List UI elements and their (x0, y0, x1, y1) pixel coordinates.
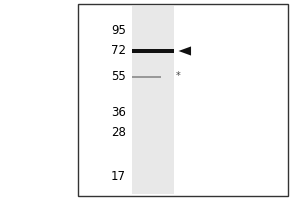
Text: 17: 17 (111, 170, 126, 184)
Text: 95: 95 (111, 24, 126, 38)
Text: 72: 72 (111, 45, 126, 58)
Bar (78, 4, 288, 196)
Text: *: * (176, 71, 180, 81)
Polygon shape (178, 46, 191, 56)
Text: 28: 28 (111, 127, 126, 140)
Bar (132, 49, 174, 53)
Bar (132, 6, 174, 194)
Text: 36: 36 (111, 106, 126, 119)
Text: 55: 55 (111, 71, 126, 84)
Bar (132, 76, 161, 78)
